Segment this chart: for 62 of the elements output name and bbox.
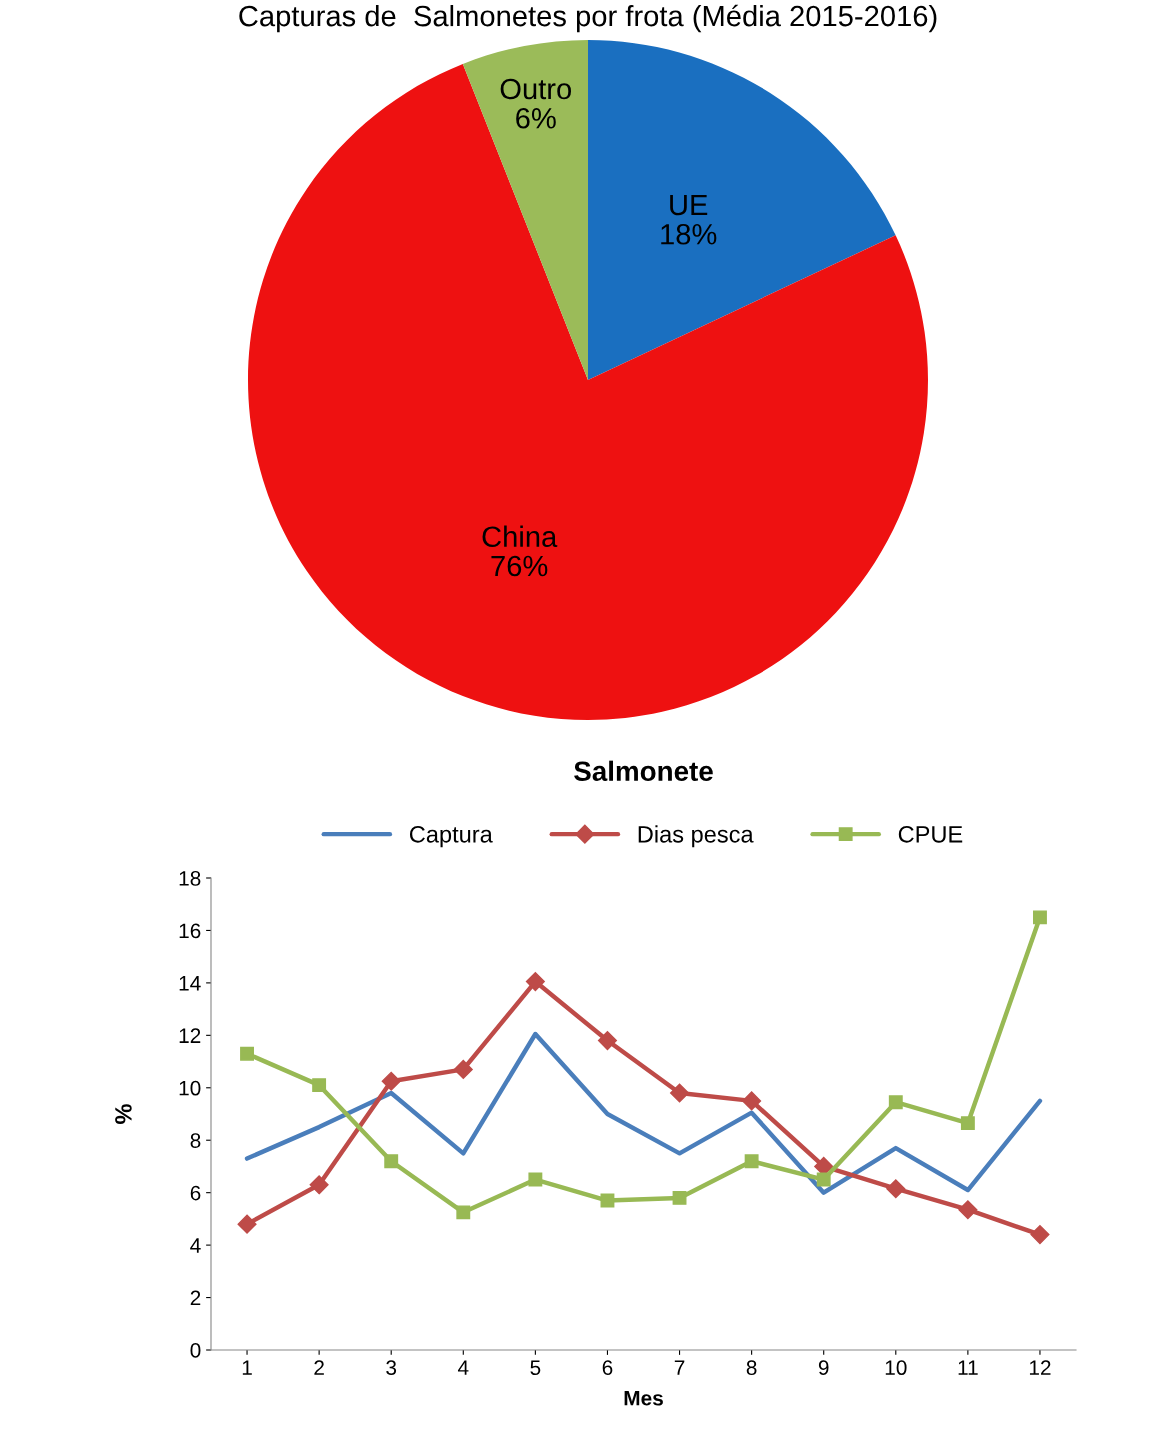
x-axis-title: Mes [624,1391,663,1406]
line-series [244,1031,1043,1195]
point [672,1190,687,1205]
x-tick-label: 4 [457,1360,469,1375]
point [816,1172,831,1187]
legend-label: Dias pesca [638,825,754,848]
point [960,1116,975,1131]
point [597,1031,617,1051]
point [381,1071,401,1091]
pie-slice [588,40,896,380]
point [312,1078,327,1093]
point [456,1205,471,1220]
point [888,1095,903,1110]
x-tick-label: 11 [958,1360,978,1375]
y-tick-label: 8 [190,1133,201,1148]
y-tick-label: 2 [190,1290,201,1306]
y-tick-label: 10 [179,1080,201,1096]
y-tick-label: 12 [179,1028,201,1043]
point [309,1175,329,1195]
x-tick-label: 3 [386,1360,397,1376]
slice-label: China [482,525,558,548]
point [744,1154,759,1169]
x-tick-label: 10 [885,1360,907,1376]
point [886,1179,906,1199]
x-tick-label: 12 [1029,1360,1051,1375]
x-tick-label: 6 [602,1360,613,1376]
chart-title: Capturas de Salmonetes por frota (Média 2015-2016) [239,4,937,33]
point [1033,910,1047,925]
y-tick-label: 4 [190,1238,201,1253]
data-label: 6% [516,107,556,129]
x-tick-label: 9 [818,1360,829,1376]
point [742,1091,762,1111]
y-tick-label: 0 [190,1343,201,1358]
legend-label: Captura [409,825,493,848]
slice-label: UE [670,194,708,216]
x-tick-label: 8 [746,1360,757,1376]
data-label: 18% [661,223,717,245]
data-label: 76% [491,555,548,577]
point [1030,1225,1050,1245]
point [528,1172,543,1187]
point [814,1156,834,1176]
x-tick-label: 1 [242,1360,252,1375]
pie-slice [462,40,588,380]
slice-label: Outro [500,78,572,100]
point [237,1214,257,1234]
point [958,1200,978,1220]
x-tick-label: 7 [674,1360,685,1375]
chart-title: Salmonete [574,760,713,782]
y-axis-title: % [115,1104,132,1124]
y-tick-label: 6 [190,1185,201,1201]
legend-label: CPUE [898,825,963,843]
point [240,1046,254,1061]
y-tick-label: 16 [179,923,201,939]
x-tick-label: 5 [530,1360,541,1376]
x-tick-label: 2 [314,1360,324,1375]
point [384,1154,399,1169]
y-tick-label: 14 [179,976,201,991]
point [670,1083,690,1103]
pie-slice [248,63,928,720]
y-tick-label: 18 [179,871,201,886]
point [453,1059,473,1079]
point [525,972,545,992]
